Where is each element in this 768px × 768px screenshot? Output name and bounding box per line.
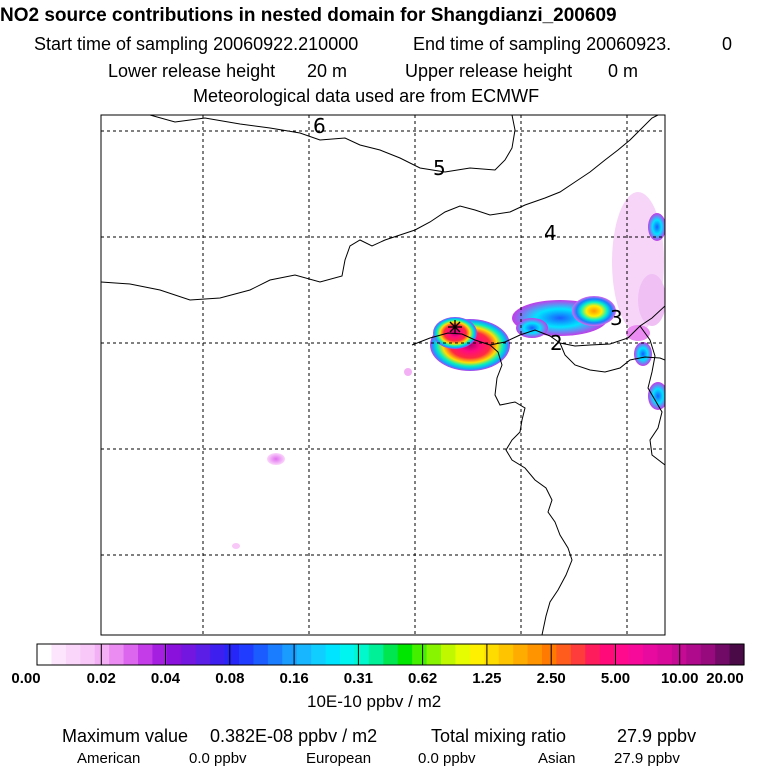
colorbar-swatch — [109, 644, 125, 665]
total-mixing-value: 27.9 ppbv — [617, 726, 697, 746]
end-time-value: 0 — [722, 34, 733, 54]
colorbar-swatch — [152, 644, 168, 665]
coastlines — [101, 115, 665, 635]
colorbar-swatch — [412, 644, 428, 665]
colorbar-swatch — [94, 644, 110, 665]
upper-height-value: 0 m — [608, 61, 639, 81]
max-value-label: Maximum value — [62, 726, 189, 746]
colorbar-swatch — [686, 644, 702, 665]
colorbar-tick-label: 0.02 — [86, 670, 116, 687]
contour-label-4: 4 — [544, 221, 557, 245]
colorbar-swatch — [542, 644, 558, 665]
colorbar-swatch — [138, 644, 154, 665]
colorbar-swatch — [614, 644, 630, 665]
contour-label-3: 3 — [610, 306, 623, 330]
colorbar-swatch — [527, 644, 543, 665]
colorbar-swatch — [166, 644, 182, 665]
colorbar-swatch — [311, 644, 327, 665]
colorbar-swatch — [455, 644, 471, 665]
colorbar-swatch — [441, 644, 457, 665]
upper-height-label: Upper release height — [405, 61, 573, 81]
colorbar — [36, 644, 745, 665]
european-value: 0.0 ppbv — [418, 750, 476, 767]
colorbar-swatch — [253, 644, 269, 665]
colorbar-swatch — [325, 644, 341, 665]
colorbar-swatch — [729, 644, 745, 665]
european-label: European — [306, 750, 372, 767]
colorbar-swatch — [397, 644, 413, 665]
colorbar-tick-label: 0.00 — [11, 670, 41, 687]
contour-label-5: 5 — [433, 156, 446, 180]
colorbar-swatch — [239, 644, 255, 665]
colorbar-swatch — [715, 644, 731, 665]
colorbar-tick-label: 20.00 — [706, 670, 744, 687]
american-label: American — [77, 750, 141, 767]
lower-height-label: Lower release height — [108, 61, 276, 81]
colorbar-swatch — [181, 644, 197, 665]
colorbar-swatch — [484, 644, 500, 665]
colorbar-swatch — [570, 644, 586, 665]
end-time-label: End time of sampling 20060923. — [413, 34, 672, 54]
colorbar-swatch — [585, 644, 601, 665]
american-value: 0.0 ppbv — [189, 750, 247, 767]
colorbar-swatch — [354, 644, 370, 665]
colorbar-swatch — [296, 644, 312, 665]
max-value: 0.382E-08 ppbv / m2 — [210, 726, 378, 746]
colorbar-swatch — [368, 644, 384, 665]
colorbar-swatch — [65, 644, 81, 665]
met-data-label: Meteorological data used are from ECMWF — [193, 86, 540, 106]
colorbar-tick-label: 10.00 — [660, 670, 699, 687]
colorbar-swatch — [556, 644, 572, 665]
colorbar-tick-label: 0.04 — [150, 670, 181, 687]
total-mixing-label: Total mixing ratio — [431, 726, 567, 746]
colorbar-swatch — [210, 644, 226, 665]
colorbar-swatch — [80, 644, 96, 665]
colorbar-swatch — [267, 644, 283, 665]
colorbar-tick-label: 0.62 — [408, 670, 438, 687]
asian-label: Asian — [538, 750, 576, 767]
colorbar-swatch — [195, 644, 211, 665]
colorbar-swatch — [224, 644, 240, 665]
colorbar-swatch — [628, 644, 644, 665]
receptor-marker — [448, 320, 462, 334]
colorbar-swatch — [51, 644, 67, 665]
concentration-field — [232, 192, 665, 549]
colorbar-swatch — [426, 644, 442, 665]
colorbar-swatch — [282, 644, 298, 665]
colorbar-swatch — [383, 644, 399, 665]
contour-label-6: 6 — [313, 114, 326, 138]
chart-title: NO2 source contributions in nested domai… — [0, 5, 617, 26]
asian-value: 27.9 ppbv — [614, 750, 680, 767]
colorbar-swatch — [513, 644, 529, 665]
colorbar-tick-label: 2.50 — [536, 670, 566, 687]
colorbar-swatch — [700, 644, 716, 665]
colorbar-swatch — [643, 644, 659, 665]
colorbar-swatch — [657, 644, 673, 665]
colorbar-unit: 10E-10 ppbv / m2 — [307, 692, 442, 711]
map-frame — [100, 114, 666, 636]
grid-lines — [101, 115, 665, 635]
colorbar-swatch — [469, 644, 485, 665]
colorbar-swatch — [498, 644, 514, 665]
colorbar-swatch — [340, 644, 356, 665]
contour-label-2: 2 — [550, 331, 563, 355]
map-area: 6 5 4 3 2 — [101, 114, 665, 635]
colorbar-tick-label: 0.08 — [215, 670, 245, 687]
colorbar-frame — [36, 643, 745, 666]
colorbar-swatch — [599, 644, 615, 665]
lower-height-value: 20 m — [307, 61, 348, 81]
colorbar-tick-label: 1.25 — [472, 670, 502, 687]
colorbar-swatch — [123, 644, 139, 665]
colorbar-tick-label: 0.16 — [279, 670, 309, 687]
colorbar-swatch — [37, 644, 53, 665]
colorbar-tick-label: 5.00 — [600, 670, 631, 687]
start-time-label: Start time of sampling 20060922.210000 — [34, 34, 359, 54]
colorbar-tick-label: 0.31 — [343, 670, 373, 687]
